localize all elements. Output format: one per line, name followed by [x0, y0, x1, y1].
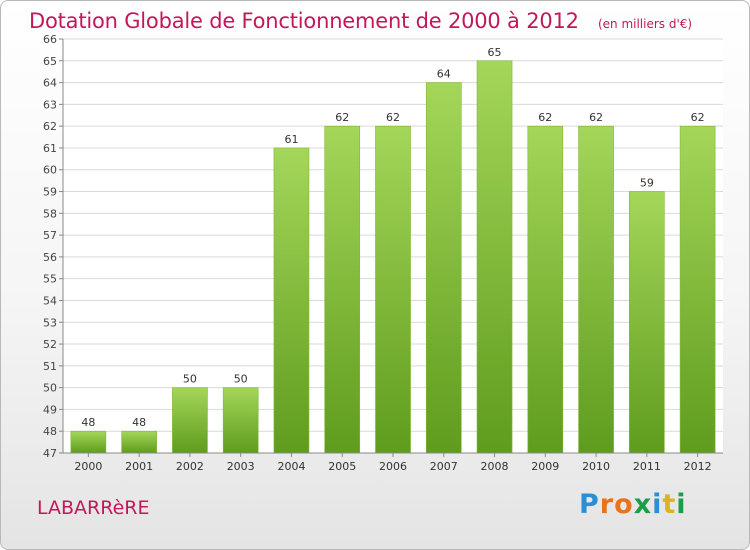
logo-letter: r: [599, 489, 615, 520]
y-tick-label: 51: [43, 360, 57, 373]
x-tick-label-2009: 2009: [531, 460, 559, 473]
bar-2009: [527, 125, 564, 454]
data-label-2012: 62: [691, 111, 705, 124]
logo-letter: i: [652, 489, 663, 520]
bars: [70, 60, 716, 454]
data-label-2008: 65: [488, 46, 502, 59]
y-tick-label: 50: [43, 382, 57, 395]
x-tick-label-2000: 2000: [74, 460, 102, 473]
y-tick-label: 56: [43, 251, 57, 264]
bar-2007: [425, 82, 462, 454]
x-axis: 2000 2001 2002 2003 2004 2005 2006 2007 2008 2009…: [63, 452, 723, 473]
title-row: Dotation Globale de Fonctionnement de 20…: [29, 9, 692, 33]
chart-title: Dotation Globale de Fonctionnement de 20…: [29, 9, 579, 33]
y-tick-label: 52: [43, 338, 57, 351]
logo-letter: t: [662, 489, 677, 520]
y-tick-label: 59: [43, 186, 57, 199]
x-tick-label-2006: 2006: [379, 460, 407, 473]
data-label-2005: 62: [335, 111, 349, 124]
y-tick-label: 65: [43, 55, 57, 68]
x-tick-label-2004: 2004: [277, 460, 305, 473]
logo-letter: o: [614, 489, 634, 520]
y-axis: 47 48 49 50 51 52 53 54 55 56 57 58 59 60 61 62 63 64 65 66: [43, 33, 64, 460]
y-tick-label: 49: [43, 403, 57, 416]
data-label-2003: 50: [234, 373, 248, 386]
data-label-2007: 64: [437, 68, 451, 81]
y-tick-label: 48: [43, 425, 57, 438]
y-tick-label: 66: [43, 33, 57, 46]
data-label-2000: 48: [81, 416, 95, 429]
bar-2008: [476, 60, 513, 454]
data-label-2004: 61: [284, 133, 298, 146]
bar-2000: [70, 430, 107, 454]
x-tick-label-2007: 2007: [430, 460, 458, 473]
chart-unit-note: (en milliers d'€): [597, 17, 693, 31]
proxiti-logo[interactable]: Proxiti: [579, 489, 687, 520]
y-tick-label: 62: [43, 120, 57, 133]
bar-2002: [172, 387, 208, 454]
y-tick-label: 64: [43, 77, 57, 90]
bar-2010: [578, 125, 614, 454]
y-tick-label: 58: [43, 207, 57, 220]
x-tick-label-2010: 2010: [582, 460, 610, 473]
logo-letter: P: [579, 489, 600, 520]
bar-2011: [629, 191, 665, 454]
bar-2012: [679, 125, 716, 454]
x-tick-label-2005: 2005: [328, 460, 356, 473]
x-tick-label-2008: 2008: [481, 460, 509, 473]
bar-2001: [121, 430, 157, 454]
y-tick-label: 63: [43, 98, 57, 111]
data-label-2009: 62: [538, 111, 552, 124]
data-labels: 48 48 50 50 61 62 62 64 65 62 62 59 62: [81, 46, 704, 429]
x-tick-label-2001: 2001: [125, 460, 153, 473]
data-label-2006: 62: [386, 111, 400, 124]
y-tick-label: 47: [43, 447, 57, 460]
logo-letter: i: [676, 489, 687, 520]
logo-letter: x: [633, 489, 653, 520]
y-tick-label: 54: [43, 294, 57, 307]
x-tick-label-2002: 2002: [176, 460, 204, 473]
data-label-2010: 62: [589, 111, 603, 124]
y-tick-label: 55: [43, 273, 57, 286]
y-tick-label: 57: [43, 229, 57, 242]
data-label-2002: 50: [183, 373, 197, 386]
x-tick-label-2003: 2003: [227, 460, 255, 473]
bar-2003: [222, 387, 259, 454]
bar-2006: [375, 125, 411, 454]
commune-name: LABARRèRE: [37, 497, 150, 519]
y-tick-label: 60: [43, 164, 57, 177]
y-tick-label: 61: [43, 142, 57, 155]
x-tick-label-2011: 2011: [633, 460, 661, 473]
y-tick-label: 53: [43, 316, 57, 329]
data-label-2011: 59: [640, 177, 654, 190]
bar-2005: [324, 125, 361, 454]
data-label-2001: 48: [132, 416, 146, 429]
bar-2004: [273, 147, 310, 454]
x-tick-label-2012: 2012: [684, 460, 712, 473]
